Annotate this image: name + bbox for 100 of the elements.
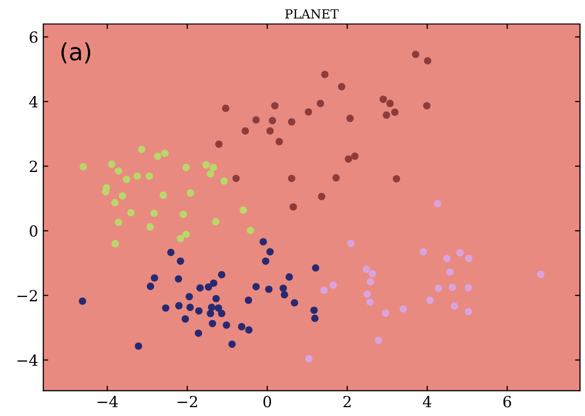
point bbox=[338, 83, 346, 90]
point bbox=[456, 249, 464, 256]
point bbox=[232, 174, 240, 182]
point bbox=[102, 188, 110, 196]
point bbox=[310, 306, 318, 314]
x-tick-label: 6 bbox=[503, 396, 512, 408]
y-tick-label: −4 bbox=[18, 354, 38, 366]
point bbox=[434, 200, 442, 208]
point bbox=[290, 203, 297, 211]
point bbox=[366, 278, 374, 286]
point bbox=[174, 275, 182, 283]
point bbox=[150, 210, 158, 217]
point bbox=[252, 282, 260, 290]
point bbox=[344, 155, 352, 163]
x-tick-label: 0 bbox=[263, 396, 272, 408]
point bbox=[240, 206, 247, 214]
point bbox=[330, 281, 337, 289]
point bbox=[242, 127, 249, 135]
point bbox=[212, 218, 220, 226]
point bbox=[265, 286, 273, 293]
y-tick-label: 4 bbox=[29, 96, 38, 108]
point bbox=[208, 304, 216, 312]
point bbox=[206, 170, 214, 178]
point bbox=[262, 257, 270, 265]
point bbox=[80, 163, 87, 170]
point bbox=[320, 286, 328, 294]
point bbox=[312, 264, 320, 272]
point bbox=[220, 177, 228, 185]
point bbox=[290, 299, 298, 306]
point bbox=[286, 273, 293, 281]
point bbox=[195, 307, 203, 315]
point bbox=[182, 230, 190, 238]
point bbox=[214, 304, 222, 312]
point bbox=[464, 308, 472, 316]
point bbox=[288, 174, 296, 182]
point bbox=[420, 248, 427, 256]
point bbox=[146, 223, 154, 231]
point bbox=[332, 174, 340, 182]
x-tick-label: −2 bbox=[178, 396, 198, 408]
point bbox=[305, 355, 313, 362]
chart-title: PLANET bbox=[285, 9, 339, 19]
point bbox=[114, 218, 122, 226]
x-tick-label: −4 bbox=[98, 396, 118, 408]
point bbox=[347, 240, 355, 248]
point bbox=[202, 161, 210, 169]
point bbox=[161, 150, 169, 157]
point bbox=[364, 290, 371, 298]
point bbox=[346, 114, 354, 122]
point bbox=[246, 226, 254, 234]
y-tick-label: 6 bbox=[30, 31, 38, 43]
point bbox=[450, 302, 458, 310]
point bbox=[194, 330, 202, 337]
point bbox=[366, 298, 374, 306]
point bbox=[146, 172, 153, 180]
x-tick-label: 2 bbox=[343, 396, 351, 408]
point bbox=[362, 266, 370, 273]
y-tick-label: −2 bbox=[18, 290, 37, 302]
point bbox=[391, 108, 399, 116]
point bbox=[537, 270, 544, 278]
point bbox=[446, 268, 454, 276]
point bbox=[311, 314, 319, 322]
point bbox=[465, 254, 472, 262]
point bbox=[138, 146, 146, 154]
point bbox=[150, 274, 158, 282]
point bbox=[304, 108, 312, 116]
point bbox=[114, 167, 122, 175]
y-tick-label: 0 bbox=[30, 225, 38, 237]
point bbox=[386, 100, 394, 108]
point bbox=[351, 152, 359, 160]
point bbox=[276, 138, 283, 146]
point bbox=[134, 172, 141, 180]
point bbox=[206, 310, 214, 318]
point bbox=[245, 326, 253, 334]
y-tick-label: 2 bbox=[30, 160, 37, 172]
point bbox=[271, 102, 279, 110]
point bbox=[134, 342, 142, 350]
x-tick-label: 4 bbox=[422, 396, 432, 408]
point bbox=[212, 294, 220, 302]
point bbox=[218, 310, 226, 318]
point bbox=[218, 271, 226, 278]
point bbox=[160, 192, 167, 199]
point bbox=[392, 175, 400, 182]
point bbox=[196, 284, 204, 292]
point bbox=[266, 248, 274, 256]
point bbox=[210, 164, 217, 172]
point bbox=[266, 127, 274, 135]
point bbox=[215, 140, 223, 148]
point bbox=[400, 305, 407, 313]
point bbox=[382, 309, 390, 317]
point bbox=[426, 296, 434, 304]
point bbox=[108, 160, 116, 168]
point bbox=[186, 304, 194, 312]
point bbox=[238, 323, 246, 330]
point bbox=[434, 284, 442, 292]
point bbox=[288, 118, 296, 126]
point bbox=[260, 238, 267, 246]
point bbox=[154, 152, 162, 160]
point bbox=[182, 164, 190, 172]
point bbox=[167, 248, 175, 256]
annotation: (a) bbox=[61, 42, 90, 64]
